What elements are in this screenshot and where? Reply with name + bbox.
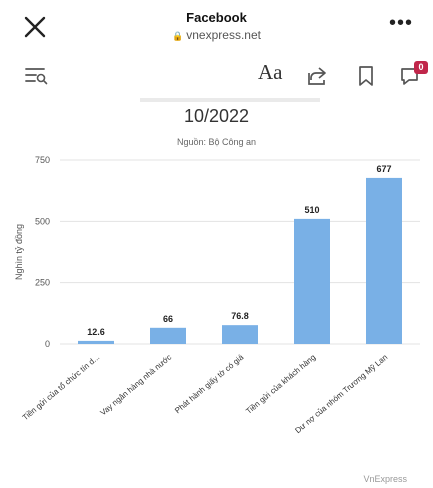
bar bbox=[366, 177, 402, 344]
data-label: 76.8 bbox=[231, 311, 249, 321]
chart-title: 10/2022 bbox=[183, 106, 250, 126]
y-tick-label: 250 bbox=[35, 278, 50, 288]
bookmark-icon bbox=[359, 66, 373, 86]
bar bbox=[294, 218, 330, 344]
y-tick-label: 750 bbox=[35, 155, 50, 165]
x-tick-label: Tiền gửi của khách hàng bbox=[244, 353, 317, 416]
x-tick-label: Phát hành giấy tờ có giá bbox=[173, 352, 246, 415]
reader-menu-button[interactable] bbox=[24, 64, 50, 91]
share-icon bbox=[308, 67, 326, 85]
bar bbox=[222, 325, 258, 344]
y-axis-label: Nghìn tỷ đồng bbox=[14, 224, 24, 280]
data-label: 12.6 bbox=[87, 327, 105, 337]
data-label: 510 bbox=[304, 205, 319, 215]
close-button[interactable] bbox=[22, 14, 48, 40]
browser-header: Facebook 🔒 vnexpress.net ••• bbox=[0, 0, 433, 52]
y-tick-label: 500 bbox=[35, 216, 50, 226]
lock-icon: 🔒 bbox=[172, 31, 184, 41]
source-watermark: VnExpress bbox=[363, 474, 407, 484]
x-tick-label: Tiền gửi của tổ chức tín d... bbox=[21, 353, 102, 423]
bar bbox=[150, 327, 186, 344]
url-text: vnexpress.net bbox=[186, 28, 261, 42]
bookmark-button[interactable] bbox=[356, 64, 376, 93]
x-tick-label: Vay ngân hàng nhà nước bbox=[98, 353, 173, 418]
comment-count-badge: 0 bbox=[414, 61, 428, 74]
share-button[interactable] bbox=[305, 64, 329, 93]
y-tick-label: 0 bbox=[45, 339, 50, 349]
data-label: 677 bbox=[376, 164, 391, 174]
cropped-text-strip bbox=[140, 98, 320, 102]
list-search-icon bbox=[25, 68, 48, 85]
bar bbox=[78, 340, 114, 344]
chart-subtitle: Nguồn: Bộ Công an bbox=[176, 137, 257, 147]
data-label: 66 bbox=[163, 314, 173, 324]
url-line: 🔒 vnexpress.net bbox=[0, 28, 433, 42]
app-title: Facebook bbox=[186, 10, 247, 25]
font-size-button[interactable]: Aa bbox=[258, 60, 283, 84]
page-title-block: Facebook 🔒 vnexpress.net bbox=[0, 10, 433, 42]
article-toolbar: Aa bbox=[0, 58, 433, 98]
close-icon bbox=[24, 16, 46, 38]
